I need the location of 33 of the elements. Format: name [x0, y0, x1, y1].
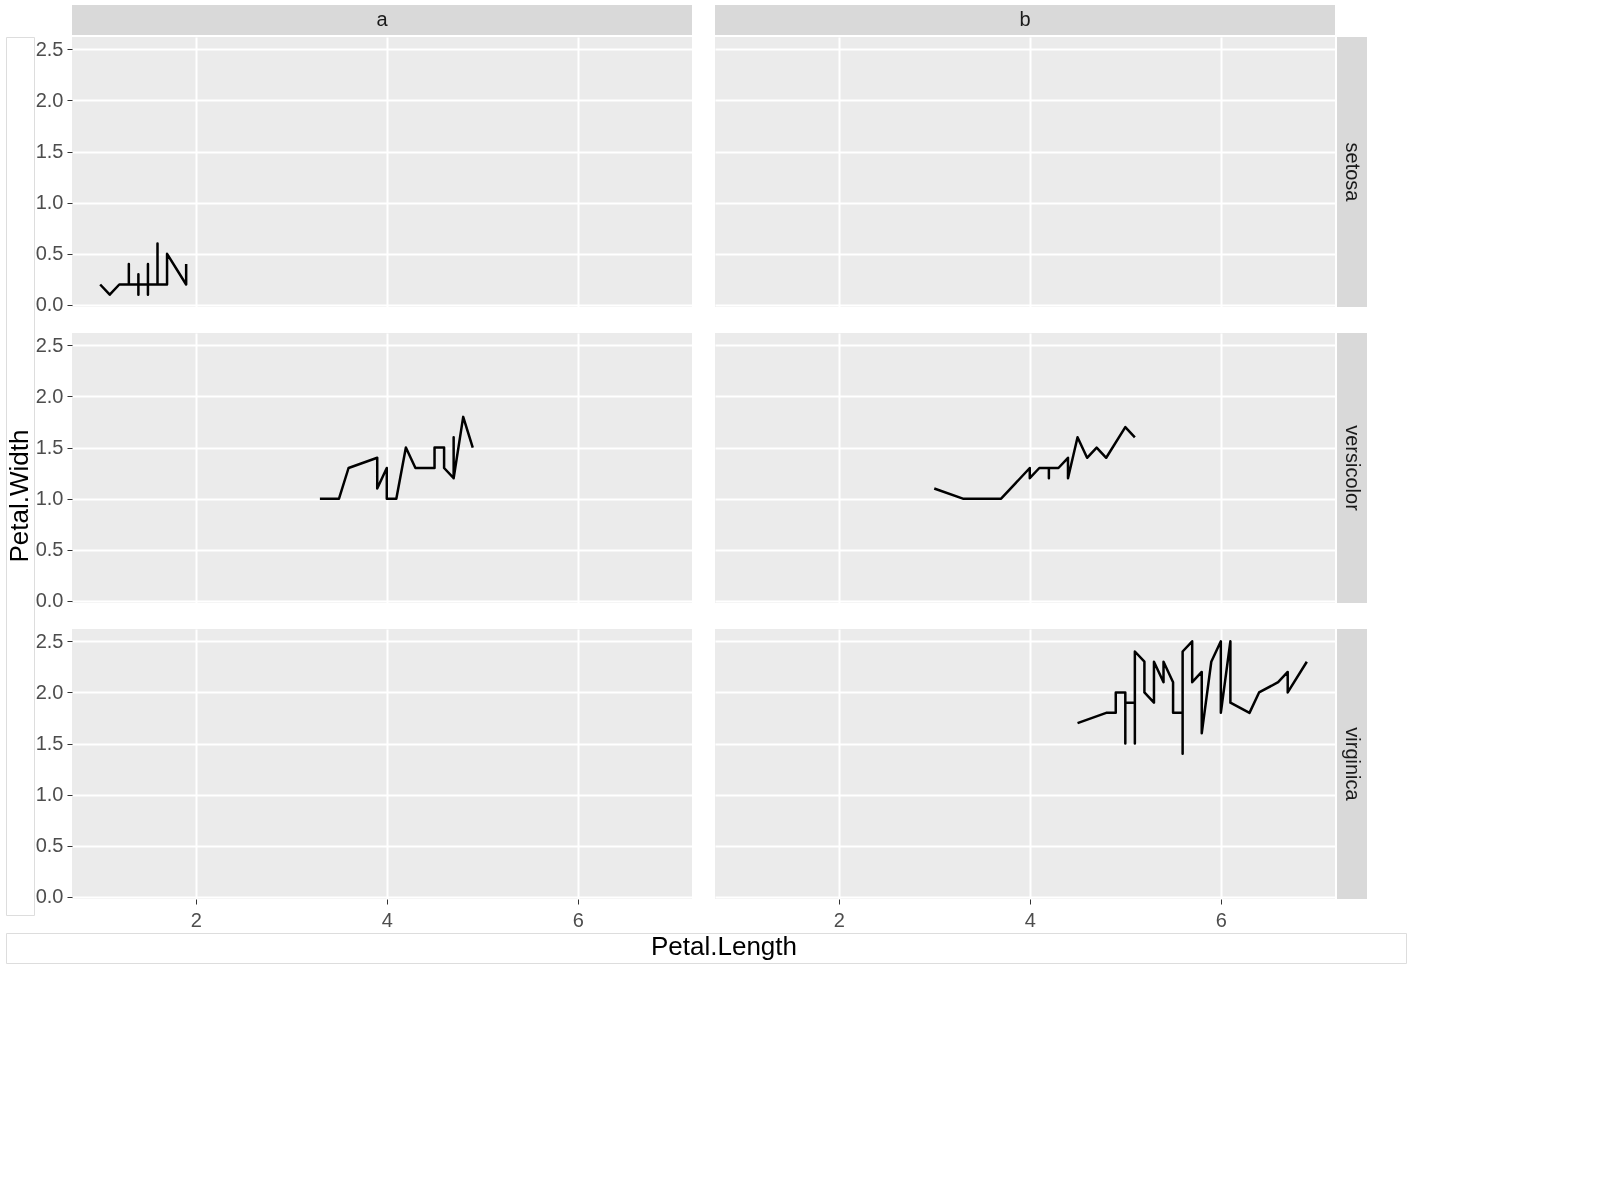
y-tick-label: 2.5 [35, 37, 64, 60]
y-tick-label: 1.5 [35, 140, 64, 163]
y-tick-label: 1.0 [35, 487, 64, 510]
y-tick-label: 2.0 [35, 680, 64, 703]
y-tick-label: 2.5 [35, 629, 64, 652]
y-tick-label: 0.0 [35, 589, 64, 612]
y-tick-label: 1.0 [35, 191, 64, 214]
y-tick-label: 2.0 [35, 384, 64, 407]
y-tick-label: 0.5 [35, 834, 64, 857]
y2-axis-title: versicolor [1342, 425, 1364, 512]
x-axis-title: Petal.Length [650, 931, 798, 961]
y-tick-label: 2.0 [35, 88, 64, 111]
x-tick-label: 2 [190, 908, 202, 931]
x-tick-label: 6 [1215, 908, 1227, 931]
y-tick-label: 1.5 [35, 732, 64, 755]
y-tick-label: 0.5 [35, 538, 64, 561]
chart-title: b [1019, 8, 1031, 30]
line-series [98, 242, 188, 296]
x-tick-label: 2 [833, 908, 845, 931]
y-axis-title: Petal.Width [4, 429, 34, 563]
x-tick-label: 4 [1024, 908, 1036, 931]
y2-axis-title: setosa [1342, 142, 1364, 203]
y-tick-label: 0.5 [35, 242, 64, 265]
x-tick-label: 6 [572, 908, 584, 931]
x-tick-label: 4 [381, 908, 393, 931]
line-series [318, 415, 475, 500]
y-tick-label: 2.5 [35, 333, 64, 356]
y-tick-label: 0.0 [35, 293, 64, 316]
y2-axis-title: virginica [1342, 727, 1364, 802]
chart-title: a [376, 8, 389, 30]
y-tick-label: 1.0 [35, 783, 64, 806]
y-tick-label: 1.5 [35, 436, 64, 459]
y-tick-label: 0.0 [35, 885, 64, 908]
